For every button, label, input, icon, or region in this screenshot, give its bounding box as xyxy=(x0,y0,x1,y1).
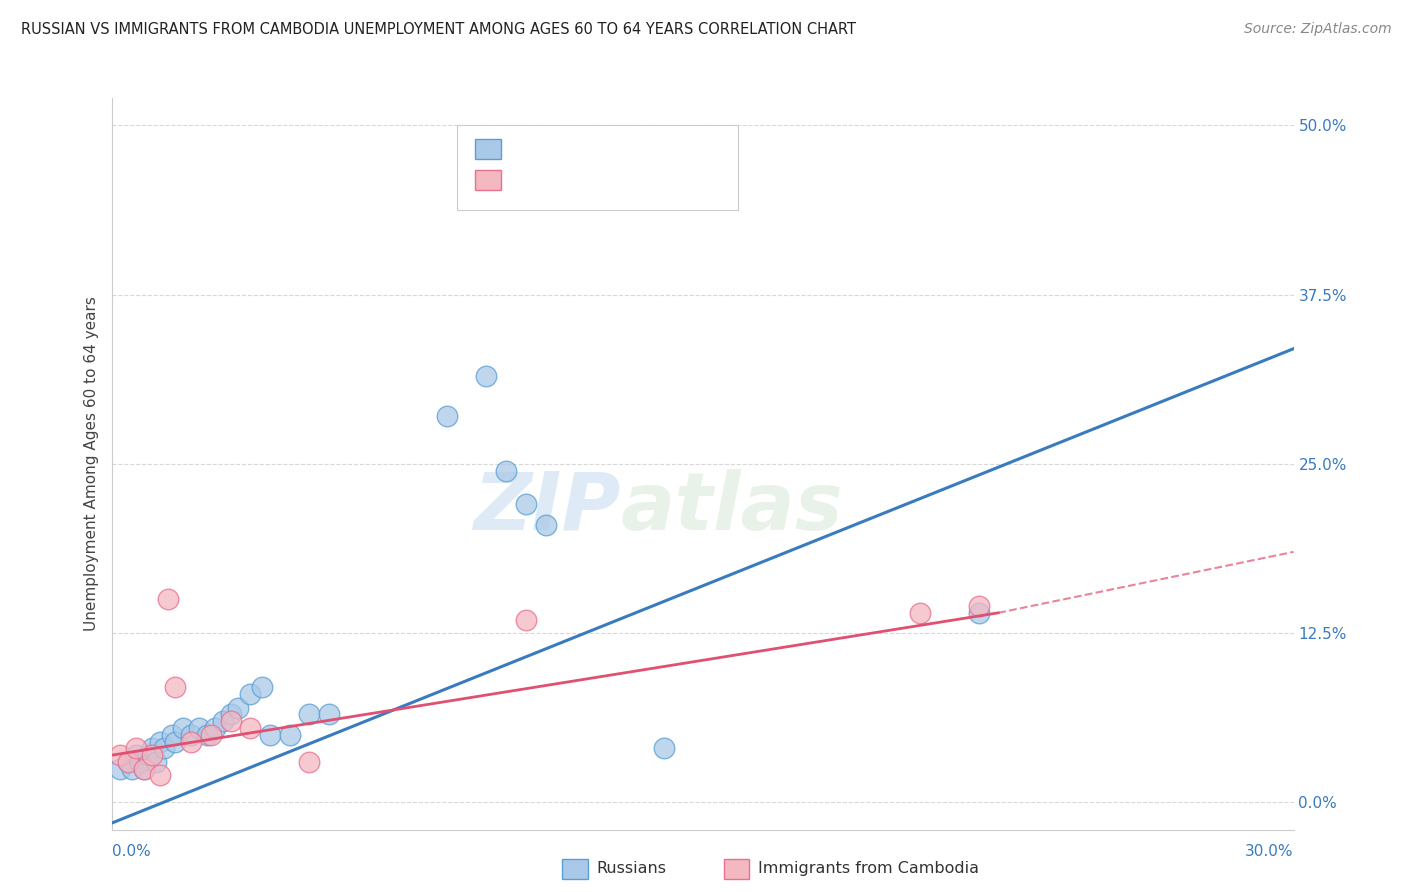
Point xyxy=(219,714,242,729)
Point xyxy=(436,409,458,424)
Point xyxy=(475,368,498,383)
Point xyxy=(110,747,132,762)
Point xyxy=(141,747,163,762)
Point xyxy=(515,613,537,627)
Point xyxy=(298,755,321,769)
Point xyxy=(136,747,159,762)
Point xyxy=(117,755,139,769)
Point xyxy=(204,721,226,735)
Point xyxy=(132,762,155,776)
Text: 16: 16 xyxy=(662,173,685,187)
Text: N =: N = xyxy=(617,173,654,187)
Point xyxy=(967,606,990,620)
Point xyxy=(165,681,187,695)
Point xyxy=(278,728,301,742)
Point xyxy=(160,728,183,742)
Point xyxy=(652,741,675,756)
Point xyxy=(250,681,273,695)
Text: 0.677: 0.677 xyxy=(554,173,605,187)
Text: 34: 34 xyxy=(662,142,685,156)
Point xyxy=(239,687,262,701)
Point xyxy=(967,599,990,613)
Text: atlas: atlas xyxy=(620,468,844,547)
Point xyxy=(180,734,202,748)
Point xyxy=(125,747,148,762)
Point xyxy=(318,707,340,722)
Point xyxy=(152,741,174,756)
Text: 0.651: 0.651 xyxy=(554,142,605,156)
Point xyxy=(534,517,557,532)
Text: RUSSIAN VS IMMIGRANTS FROM CAMBODIA UNEMPLOYMENT AMONG AGES 60 TO 64 YEARS CORRE: RUSSIAN VS IMMIGRANTS FROM CAMBODIA UNEM… xyxy=(21,22,856,37)
Point xyxy=(298,707,321,722)
Text: R =: R = xyxy=(509,173,544,187)
Point xyxy=(172,721,194,735)
Point xyxy=(195,728,218,742)
Text: Immigrants from Cambodia: Immigrants from Cambodia xyxy=(758,862,979,876)
Point xyxy=(121,762,143,776)
Text: R =: R = xyxy=(509,142,544,156)
Point xyxy=(219,707,242,722)
Point xyxy=(200,728,222,742)
Text: N =: N = xyxy=(617,142,654,156)
Text: ZIP: ZIP xyxy=(472,468,620,547)
Point xyxy=(165,734,187,748)
Point xyxy=(117,755,139,769)
Point xyxy=(129,755,152,769)
Point xyxy=(156,592,179,607)
Point xyxy=(908,606,931,620)
Point xyxy=(188,721,211,735)
Point xyxy=(259,728,281,742)
Point xyxy=(145,755,167,769)
Point xyxy=(149,768,172,782)
Point xyxy=(125,741,148,756)
Text: Source: ZipAtlas.com: Source: ZipAtlas.com xyxy=(1244,22,1392,37)
Point xyxy=(515,498,537,512)
Point xyxy=(495,464,517,478)
Text: 30.0%: 30.0% xyxy=(1246,845,1294,859)
Point xyxy=(141,741,163,756)
Text: 0.0%: 0.0% xyxy=(112,845,152,859)
Point xyxy=(132,762,155,776)
Point xyxy=(110,762,132,776)
Point xyxy=(211,714,233,729)
Point xyxy=(180,728,202,742)
Y-axis label: Unemployment Among Ages 60 to 64 years: Unemployment Among Ages 60 to 64 years xyxy=(84,296,100,632)
Point xyxy=(239,721,262,735)
Point xyxy=(228,700,250,714)
Text: Russians: Russians xyxy=(596,862,666,876)
Point xyxy=(149,734,172,748)
